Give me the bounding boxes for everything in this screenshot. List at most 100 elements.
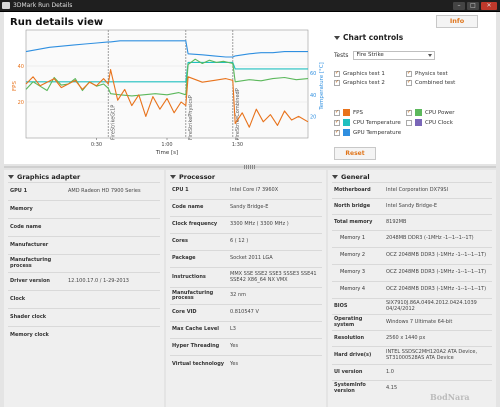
table-row: Total memory 8192MB xyxy=(332,214,492,231)
watermark-logo: BodNara xyxy=(430,392,470,402)
series-checkbox-fps[interactable]: FPS xyxy=(334,109,406,116)
section-splitter[interactable] xyxy=(4,165,496,169)
graphics-adapter-panel: Graphics adapter GPU 1 AMD Radeon HD 7900… xyxy=(4,170,164,407)
window-title: 3DMark Run Details xyxy=(13,2,73,9)
close-button[interactable]: ✕ xyxy=(481,2,497,10)
general-title: General xyxy=(341,172,370,181)
checkbox[interactable] xyxy=(334,79,340,86)
collapse-arrow-icon xyxy=(8,174,14,179)
series-checkbox-cpu-power[interactable]: CPU Power xyxy=(406,109,478,116)
table-row: Memory 1 2048MB DDR3 (-1MHz -1--1--1--1T) xyxy=(332,230,492,248)
table-row: Resolution 2560 x 1440 px xyxy=(332,330,492,347)
table-row: Motherboard Intel Corporation DX79SI xyxy=(332,182,492,199)
table-row: Driver version 12.100.17.0 / 1-29-2013 xyxy=(8,272,160,291)
checkbox[interactable] xyxy=(406,70,412,77)
splitter-grip-icon[interactable] xyxy=(244,165,256,169)
cpu-clock-swatch xyxy=(415,119,422,126)
minimize-button[interactable]: – xyxy=(453,2,465,10)
row-value xyxy=(66,254,160,273)
test-checkbox-graphics-1[interactable]: Graphics test 1 xyxy=(334,70,406,77)
checkbox[interactable] xyxy=(334,109,340,116)
chart-controls-header[interactable]: Chart controls xyxy=(334,33,494,42)
row-value xyxy=(66,236,160,255)
x-tick-label: 0:30 xyxy=(91,142,102,148)
table-row: Hard drive(s) INTEL SSDSC2MH120A2 ATA Dev… xyxy=(332,346,492,365)
table-row: Memory 2 OCZ 2048MB DDR3 (-1MHz -1--1--1-… xyxy=(332,247,492,265)
checkbox[interactable] xyxy=(334,129,340,136)
row-value: Intel Core i7 3960X xyxy=(228,182,322,200)
tests-select[interactable]: Fire Strike xyxy=(353,51,436,60)
row-value: Intel Corporation DX79SI xyxy=(384,182,492,199)
run-chart-svg: FireStrikeGt1P FireStrikePhysicsP FireStri… xyxy=(12,29,325,156)
test-checkbox-physics[interactable]: Physics test xyxy=(406,70,478,77)
table-row: BIOS SIX7910J.86A.0494.2012.0424.1039 04/… xyxy=(332,298,492,315)
x-tick-label: 1:30 xyxy=(232,142,243,148)
collapse-arrow-icon xyxy=(170,174,176,179)
row-key: Manufacturer xyxy=(8,236,66,255)
info-button[interactable]: Info xyxy=(436,15,478,28)
row-key: Shader clock xyxy=(8,308,66,327)
table-row: Shader clock xyxy=(8,308,160,327)
row-key: SystemInfo version xyxy=(332,380,384,397)
plot-area xyxy=(25,29,309,139)
maximize-button[interactable]: □ xyxy=(467,2,479,10)
series-checkbox-cpu-clock[interactable]: CPU Clock xyxy=(406,119,478,126)
series-line-cpu-power xyxy=(25,58,309,97)
row-value: 6 ( 12 ) xyxy=(228,233,322,251)
row-value: AMD Radeon HD 7900 Series xyxy=(66,182,160,201)
table-row: Manufacturing process xyxy=(8,254,160,273)
row-key: CPU 1 xyxy=(170,182,228,200)
row-key: Memory clock xyxy=(8,326,66,345)
y-axis-title-right: Temperature [°C] xyxy=(319,62,325,110)
table-row: Virtual technology Yes xyxy=(170,355,322,373)
general-header[interactable]: General xyxy=(332,172,492,181)
checkbox[interactable] xyxy=(334,70,340,77)
app-icon xyxy=(2,2,10,9)
row-key: Package xyxy=(170,250,228,268)
fps-swatch xyxy=(343,109,350,116)
checkbox[interactable] xyxy=(406,109,412,116)
graphics-adapter-header[interactable]: Graphics adapter xyxy=(8,172,160,181)
checkbox[interactable] xyxy=(334,119,340,126)
row-key: Operating system xyxy=(332,314,384,331)
row-value: OCZ 2048MB DDR3 (-1MHz -1--1--1--1T) xyxy=(384,281,492,299)
reset-button[interactable]: Reset xyxy=(334,147,376,160)
chart-controls-title: Chart controls xyxy=(343,33,404,42)
table-row: Clock frequency 3300 MHz ( 3300 MHz ) xyxy=(170,216,322,234)
y-tick-label-right: 60 xyxy=(310,71,316,77)
row-value: 1.0 xyxy=(384,364,492,381)
y-tick-label-right: 20 xyxy=(310,114,316,120)
series-checkbox-gpu-temperature[interactable]: GPU Temperature xyxy=(334,129,406,136)
processor-panel: Processor CPU 1 Intel Core i7 3960X Code n… xyxy=(166,170,326,407)
row-key: UI version xyxy=(332,364,384,381)
row-value: OCZ 2048MB DDR3 (-1MHz -1--1--1--1T) xyxy=(384,264,492,282)
row-value: SIX7910J.86A.0494.2012.0424.1039 04/24/2… xyxy=(384,298,492,315)
table-row: Clock xyxy=(8,290,160,309)
series-checkbox-cpu-temperature[interactable]: CPU Temperature xyxy=(334,119,406,126)
row-key: Manufacturing process xyxy=(8,254,66,273)
cpu-temperature-swatch xyxy=(343,119,350,126)
table-row: Memory 3 OCZ 2048MB DDR3 (-1MHz -1--1--1-… xyxy=(332,264,492,282)
checkbox[interactable] xyxy=(406,79,412,86)
row-value: Intel Sandy Bridge-E xyxy=(384,198,492,215)
chart-controls: Chart controls Tests Fire Strike Graphic… xyxy=(334,33,494,161)
cpu-power-swatch xyxy=(415,109,422,116)
row-key: Driver version xyxy=(8,272,66,291)
test-checkboxes: Graphics test 1 Physics test Graphics te… xyxy=(334,70,478,86)
row-value xyxy=(66,308,160,327)
row-key: Memory xyxy=(8,200,66,219)
window-titlebar: 3DMark Run Details – □ ✕ xyxy=(0,0,500,12)
page-title: Run details view xyxy=(10,17,104,28)
row-key: Total memory xyxy=(332,214,384,231)
processor-title: Processor xyxy=(179,172,216,181)
test-checkbox-graphics-2[interactable]: Graphics test 2 xyxy=(334,79,406,86)
test-checkbox-combined[interactable]: Combined test xyxy=(406,79,478,86)
row-value: 8192MB xyxy=(384,214,492,231)
row-key: Clock xyxy=(8,290,66,309)
table-row: UI version 1.0 xyxy=(332,364,492,381)
row-value: 0.810547 V xyxy=(228,304,322,322)
checkbox[interactable] xyxy=(406,119,412,126)
table-row: Instructions MMX SSE SSE2 SSE3 SSSE3 SSE4… xyxy=(170,267,322,288)
processor-header[interactable]: Processor xyxy=(170,172,322,181)
table-row: Manufacturing process 32 nm xyxy=(170,287,322,305)
